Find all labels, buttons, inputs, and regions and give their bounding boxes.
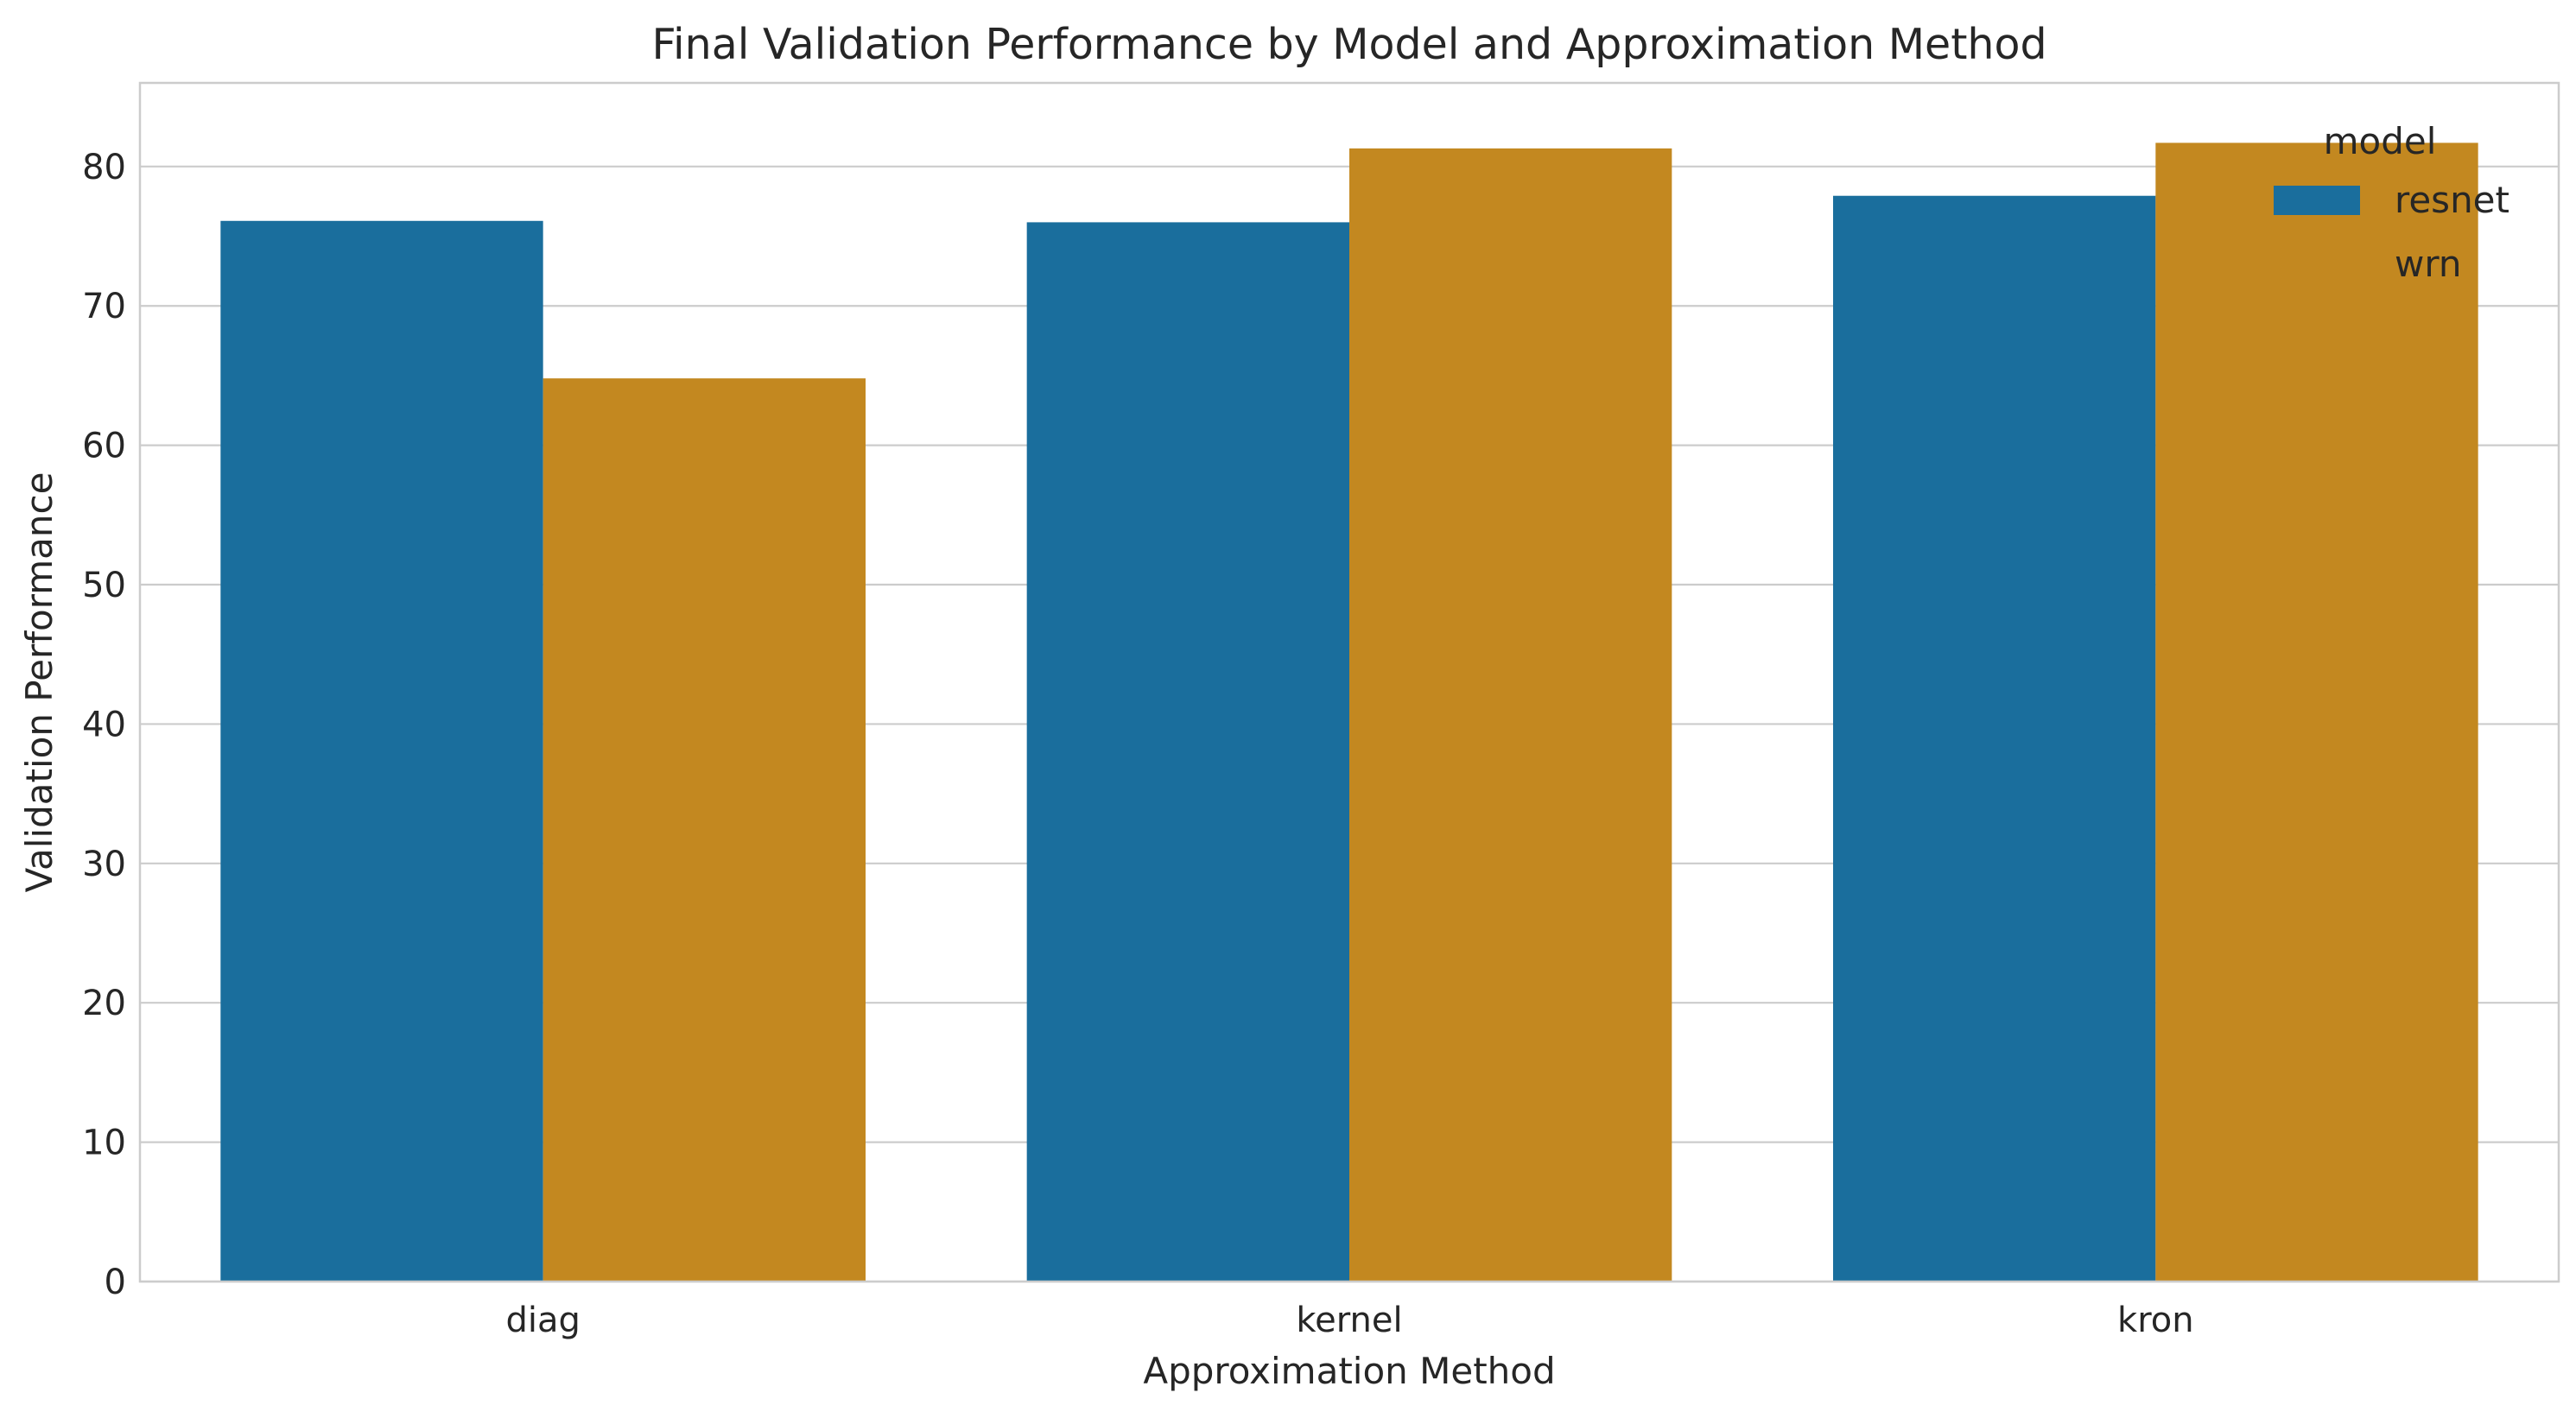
legend-title: model [2324,120,2437,162]
y-tick-label: 60 [82,427,126,466]
bar-resnet-kron [1833,195,2156,1282]
y-tick-label: 70 [82,287,126,326]
x-tick-label: diag [505,1301,580,1340]
y-axis-label: Validation Performance [18,472,60,893]
legend-label-wrn: wrn [2395,243,2462,285]
legend-label-resnet: resnet [2395,179,2509,221]
y-tick-label: 50 [82,566,126,605]
plot-frame [138,81,2560,1283]
bar-resnet-diag [220,220,543,1282]
x-tick-label: kron [2117,1301,2194,1340]
y-tick-label: 40 [82,705,126,744]
chart-title: Final Validation Performance by Model an… [651,20,2046,69]
legend-swatch-wrn [2274,250,2360,279]
y-tick-label: 30 [82,845,126,884]
legend-swatch-resnet [2274,186,2360,215]
y-tick-label: 20 [82,984,126,1023]
plot-frame-layer [138,81,2560,1283]
x-tick-label: kernel [1296,1301,1402,1340]
y-tick-label: 0 [105,1263,126,1302]
bar-resnet-kernel [1026,222,1349,1282]
bar-wrn-diag [542,378,866,1282]
bars-layer [220,142,2478,1282]
legend: model resnet wrn [2274,120,2509,285]
bar-wrn-kron [2155,142,2478,1282]
bar-wrn-kernel [1349,148,1672,1282]
axis-layer: 0 10 20 30 40 50 60 70 80 diag kernel kron [82,148,2194,1340]
y-tick-label: 80 [82,148,126,187]
y-tick-label: 10 [82,1124,126,1163]
x-axis-label: Approximation Method [1143,1350,1555,1392]
